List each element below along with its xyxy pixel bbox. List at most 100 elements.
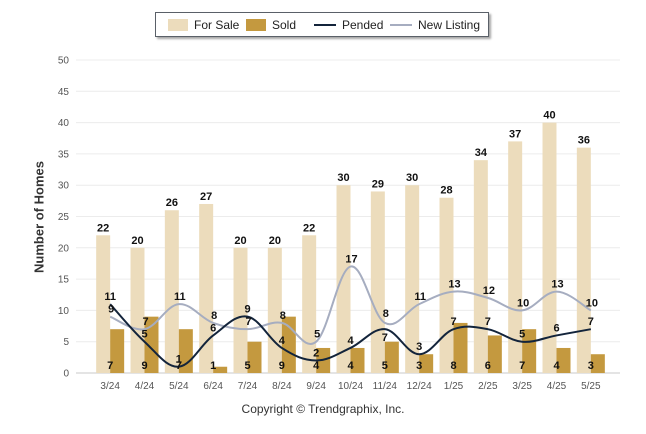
- bar-for-sale: [164, 210, 179, 373]
- data-labels: 2271192095726711127168205972094822425304…: [97, 110, 598, 372]
- bar-for-sale: [370, 191, 385, 373]
- data-label-new-listing: 8: [211, 310, 217, 322]
- bar-for-sale: [199, 203, 214, 373]
- x-tick-label: 4/24: [135, 381, 155, 392]
- data-label-sold: 8: [450, 360, 456, 372]
- data-label-sold: 9: [141, 360, 147, 372]
- y-tick-label: 15: [58, 275, 70, 286]
- line-new-listing: [109, 265, 592, 345]
- y-tick-label: 40: [58, 118, 70, 129]
- data-label-for-sale: 30: [406, 172, 418, 184]
- data-label-new-listing: 13: [551, 279, 563, 291]
- x-tick-label: 3/24: [100, 381, 120, 392]
- x-tick-label: 8/24: [272, 381, 292, 392]
- data-label-for-sale: 34: [475, 147, 488, 159]
- bar-sold: [590, 354, 605, 373]
- bar-for-sale: [96, 235, 111, 373]
- y-tick-label: 35: [58, 149, 70, 160]
- bar-sold: [350, 347, 365, 373]
- legend-label-pended: Pended: [342, 18, 384, 32]
- data-label-new-listing: 7: [245, 316, 251, 328]
- y-tick-labels: 0 5 10 15 20 25 30 35 40 45 50: [58, 56, 70, 380]
- data-label-pended: 4: [347, 335, 354, 347]
- data-label-for-sale: 20: [131, 235, 143, 247]
- bar-for-sale: [405, 185, 420, 373]
- data-label-for-sale: 20: [269, 235, 281, 247]
- legend: For Sale Sold Pended New Listing: [155, 12, 489, 37]
- data-label-pended: 7: [450, 316, 456, 328]
- legend-swatch-for-sale: [168, 19, 188, 31]
- legend-swatch-sold: [246, 19, 266, 31]
- bar-for-sale: [576, 147, 591, 373]
- data-label-sold: 5: [244, 360, 250, 372]
- x-tick-label: 6/24: [203, 381, 223, 392]
- x-tick-label: 3/25: [512, 381, 532, 392]
- data-label-for-sale: 37: [509, 128, 521, 140]
- data-label-sold: 6: [485, 360, 491, 372]
- data-label-pended: 3: [416, 341, 422, 353]
- data-label-new-listing: 8: [383, 308, 389, 320]
- bar-for-sale: [542, 122, 557, 373]
- data-label-pended: 7: [588, 316, 594, 328]
- bar-sold: [247, 341, 262, 373]
- data-label-new-listing: 9: [108, 304, 114, 316]
- data-label-new-listing: 10: [586, 297, 598, 309]
- data-label-for-sale: 29: [372, 178, 384, 190]
- data-label-pended: 5: [519, 329, 525, 341]
- data-label-pended: 11: [104, 291, 116, 303]
- copyright-footer: Copyright © Trendgraphix, Inc.: [241, 402, 405, 416]
- data-label-pended: 9: [244, 304, 250, 316]
- x-tick-label: 9/24: [306, 381, 326, 392]
- data-label-new-listing: 7: [142, 316, 148, 328]
- bar-for-sale: [233, 247, 248, 373]
- data-label-new-listing: 10: [517, 297, 529, 309]
- data-label-for-sale: 40: [543, 110, 555, 122]
- y-tick-label: 20: [58, 243, 70, 254]
- data-label-sold: 1: [210, 360, 216, 372]
- x-tick-label: 5/24: [169, 381, 189, 392]
- data-label-new-listing: 8: [280, 310, 286, 322]
- data-label-sold: 7: [176, 360, 182, 372]
- x-tick-label: 11/24: [373, 381, 398, 392]
- legend-line-pended: [314, 24, 336, 26]
- data-label-new-listing: 12: [483, 285, 495, 297]
- data-label-for-sale: 28: [440, 185, 452, 197]
- bar-sold: [453, 322, 468, 373]
- y-tick-label: 25: [58, 212, 70, 223]
- data-label-pended: 2: [313, 347, 319, 359]
- bar-for-sale: [130, 247, 145, 373]
- data-label-new-listing: 11: [174, 291, 186, 303]
- data-label-pended: 1: [176, 354, 182, 366]
- y-tick-label: 50: [58, 56, 70, 67]
- bar-sold: [144, 316, 159, 373]
- data-label-new-listing: 5: [314, 329, 320, 341]
- bar-sold: [419, 354, 434, 373]
- bar-for-sale: [267, 247, 282, 373]
- bar-for-sale: [336, 185, 351, 373]
- data-label-sold: 5: [382, 360, 388, 372]
- bar-for-sale: [508, 141, 523, 373]
- data-label-new-listing: 11: [414, 291, 426, 303]
- data-label-sold: 4: [347, 360, 354, 372]
- data-label-for-sale: 27: [200, 191, 212, 203]
- x-tick-label: 2/25: [478, 381, 498, 392]
- lines: [109, 265, 592, 368]
- bar-sold: [110, 329, 125, 373]
- data-label-sold: 3: [588, 360, 594, 372]
- x-tick-label: 7/24: [238, 381, 258, 392]
- line-pended: [109, 303, 592, 368]
- data-label-for-sale: 26: [166, 197, 178, 209]
- data-label-sold: 3: [416, 360, 422, 372]
- data-label-new-listing: 13: [448, 279, 460, 291]
- data-label-sold: 4: [313, 360, 320, 372]
- data-label-pended: 5: [141, 329, 147, 341]
- bar-for-sale: [302, 235, 317, 373]
- bar-sold: [384, 341, 399, 373]
- bar-sold: [213, 366, 228, 373]
- x-tick-label: 5/25: [581, 381, 601, 392]
- x-tick-labels: 3/24 4/24 5/24 6/24 7/24 8/24 9/24 10/24 11/24 12…: [100, 381, 601, 392]
- data-label-for-sale: 36: [578, 135, 590, 147]
- data-label-pended: 7: [382, 332, 388, 344]
- legend-label-sold: Sold: [272, 18, 297, 32]
- data-label-new-listing: 17: [345, 254, 357, 266]
